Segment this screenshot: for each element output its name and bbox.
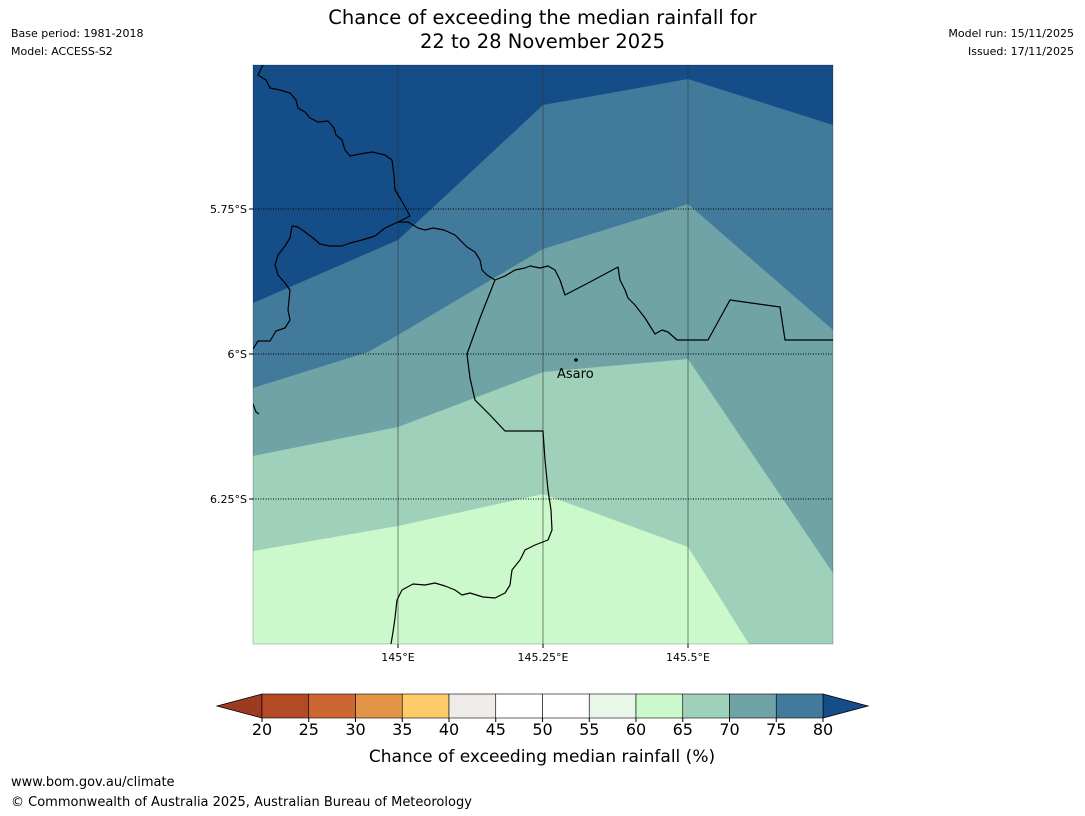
colorbar-tick-label: 60: [626, 720, 646, 739]
colorbar-tick-label: 35: [392, 720, 412, 739]
colorbar-tick-label: 55: [579, 720, 599, 739]
lon-label-145: 145°E: [381, 651, 414, 664]
colorbar-bins: [261, 693, 824, 719]
model-info: Base period: 1981-2018 Model: ACCESS-S2: [11, 25, 143, 61]
lon-label-145-5: 145.5°E: [666, 651, 710, 664]
colorbar-bin: [495, 693, 543, 719]
colorbar-low-extend: [215, 693, 263, 719]
model-run-text: Model run: 15/11/2025: [948, 27, 1074, 40]
colorbar-tick-label: 65: [673, 720, 693, 739]
colorbar-bin: [308, 693, 356, 719]
boundary-central: [390, 279, 553, 644]
colorbar-tick-label: 40: [439, 720, 459, 739]
province-boundaries: [253, 65, 833, 644]
colorbar-bin: [729, 693, 777, 719]
colorbar-tick-label: 80: [813, 720, 833, 739]
colorbar-bin: [775, 693, 824, 719]
base-period-text: Base period: 1981-2018: [11, 27, 144, 40]
colorbar-tick-label: 75: [766, 720, 786, 739]
lat-label-5-75: 5.75°S: [210, 203, 247, 216]
colorbar-bin: [588, 693, 637, 719]
map-title: Chance of exceeding the median rainfall …: [0, 6, 1085, 54]
colorbar-tick-label: 70: [719, 720, 739, 739]
zone-60-65: [253, 494, 749, 644]
colorbar-bin: [448, 693, 497, 719]
model-name-text: Model: ACCESS-S2: [11, 45, 113, 58]
lon-label-145-25: 145.25°E: [518, 651, 569, 664]
colorbar-tick-label: 25: [299, 720, 319, 739]
lat-label-6-25: 6.25°S: [210, 493, 247, 506]
colorbar-tick-label: 20: [252, 720, 272, 739]
footer-url[interactable]: www.bom.gov.au/climate: [11, 775, 175, 790]
asaro-marker: [574, 358, 578, 362]
colorbar-bin: [261, 693, 310, 719]
colorbar-tick-label: 30: [345, 720, 365, 739]
graticule: [253, 65, 833, 644]
issued-text: Issued: 17/11/2025: [967, 45, 1074, 58]
colorbar-bin: [635, 693, 684, 719]
asaro-label: Asaro: [557, 367, 594, 382]
footer-copyright: © Commonwealth of Australia 2025, Austra…: [11, 795, 472, 810]
colorbar-legend: 20 25 30 35 40 45 50 55 60 65 70 75 80 Chance of exc…: [215, 693, 870, 767]
lat-label-6: 6°S: [228, 348, 247, 361]
axis-ticks: [249, 208, 689, 648]
title-line-1: Chance of exceeding the median rainfall …: [328, 6, 757, 29]
title-line-2: 22 to 28 November 2025: [419, 30, 666, 53]
boundary-west-fragment: [253, 403, 260, 415]
colorbar-tick-label: 50: [532, 720, 552, 739]
colorbar-ticks: 20 25 30 35 40 45 50 55 60 65 70 75 80: [252, 718, 833, 739]
colorbar-title: Chance of exceeding median rainfall (%): [369, 747, 715, 767]
boundary-east: [398, 221, 833, 341]
axis-labels: 5.75°S 6°S 6.25°S 145°E 145.25°E 145.5°E: [210, 203, 710, 664]
colorbar-high-extend: [822, 693, 870, 719]
colorbar-bin: [682, 693, 730, 719]
colorbar-bin: [401, 693, 450, 719]
colorbar-tick-label: 45: [486, 720, 506, 739]
run-info: Model run: 15/11/2025 Issued: 17/11/2025: [948, 25, 1074, 61]
colorbar-bin: [542, 693, 590, 719]
colorbar-bin: [355, 693, 403, 719]
